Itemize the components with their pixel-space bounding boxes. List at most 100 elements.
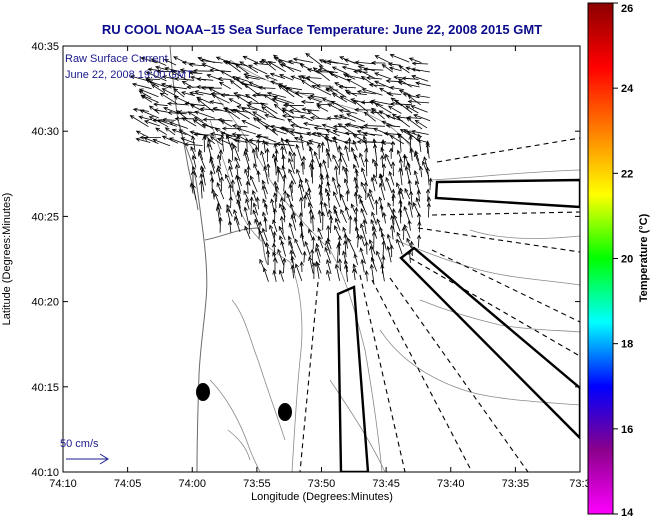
current-vector-head	[279, 74, 284, 78]
current-vector	[299, 183, 304, 199]
current-vector-head	[317, 209, 322, 215]
bathymetry-contour	[209, 119, 303, 472]
current-vector	[407, 162, 412, 176]
current-vector	[408, 201, 413, 218]
current-vector	[390, 87, 404, 90]
current-vector-head	[247, 100, 252, 106]
current-vector	[300, 233, 305, 248]
current-vector-head	[273, 157, 278, 162]
current-vector	[371, 257, 378, 272]
current-vector	[165, 67, 186, 74]
current-vector	[212, 189, 215, 200]
current-vector-head	[406, 161, 411, 167]
chart-title: RU COOL NOAA–15 Sea Surface Temperature:…	[102, 22, 542, 37]
current-vector	[319, 59, 332, 65]
current-vector-head	[320, 211, 325, 217]
current-vector	[383, 164, 385, 177]
current-vector	[394, 99, 413, 114]
annotation-current-time: June 22, 2008 19:00 GMT	[65, 69, 193, 81]
colorbar-label: Temperature (°C)	[638, 213, 650, 302]
current-vector-head	[326, 224, 331, 230]
current-vector	[352, 140, 358, 151]
current-vector-head	[381, 63, 387, 69]
current-vector-head	[281, 205, 287, 211]
current-vector-head	[220, 93, 226, 98]
current-vector-head	[244, 75, 250, 80]
current-vector	[258, 87, 276, 89]
current-vector	[144, 120, 160, 127]
current-vector-head	[385, 123, 391, 128]
current-vector-head	[263, 267, 267, 273]
current-vector-head	[200, 165, 205, 171]
x-tick-label: 73:3	[569, 478, 590, 490]
current-vector	[153, 139, 171, 147]
current-vector	[154, 109, 168, 113]
bathymetry-contour	[227, 429, 251, 461]
current-vector-head	[380, 146, 385, 152]
current-vector-head	[358, 194, 363, 200]
current-vector	[260, 102, 278, 114]
current-vector-head	[308, 256, 313, 261]
scale-label: 50 cm/s	[60, 438, 99, 450]
current-vector-head	[318, 59, 324, 64]
current-vector-head	[189, 91, 194, 96]
current-vector-head	[321, 123, 327, 128]
current-vector-head	[385, 176, 390, 182]
current-vector	[194, 91, 212, 96]
current-vector	[293, 58, 314, 63]
current-vector-head	[209, 136, 215, 141]
current-vector	[353, 268, 356, 281]
current-vector	[155, 66, 169, 71]
current-vector	[363, 219, 367, 234]
current-vector	[337, 244, 339, 263]
colorbar-ticks: 26 24 22 20 18 16 14	[613, 2, 634, 518]
current-vector-head	[232, 75, 237, 81]
current-vector	[273, 270, 277, 282]
current-vector-head	[343, 259, 348, 265]
current-vector	[291, 75, 304, 81]
current-vector-head	[198, 151, 202, 157]
current-vector	[308, 202, 314, 217]
current-vector-head	[237, 175, 242, 181]
current-vector-head	[215, 205, 220, 211]
current-vector-head	[331, 66, 337, 71]
current-vector	[404, 188, 411, 200]
current-vector-head	[281, 109, 287, 114]
colorbar-tick-label: 22	[621, 168, 633, 180]
current-vector-head	[317, 227, 322, 233]
current-vector-head	[187, 111, 193, 116]
current-vector	[140, 109, 159, 119]
current-vector-head	[334, 225, 338, 230]
current-vector-head	[416, 234, 422, 240]
current-vector	[390, 103, 412, 106]
current-vector-head	[371, 211, 376, 217]
current-vector-head	[334, 82, 339, 87]
current-vector	[286, 139, 293, 153]
current-vector	[182, 117, 197, 127]
current-vector	[229, 221, 232, 233]
current-vector-head	[257, 220, 263, 226]
x-tick-label: 74:10	[49, 478, 77, 490]
current-vector-head	[289, 202, 294, 208]
current-vector	[176, 110, 188, 120]
current-vector	[413, 114, 431, 122]
current-vector	[334, 225, 341, 239]
current-vector-head	[306, 131, 311, 136]
current-vector-head	[373, 127, 378, 132]
current-vector-head	[371, 60, 376, 65]
current-vector-head	[263, 165, 268, 171]
current-vector	[236, 127, 257, 135]
current-vector-head	[161, 135, 167, 140]
current-vector	[224, 107, 241, 120]
current-vector-head	[425, 140, 430, 145]
current-vector-head	[288, 240, 293, 246]
current-vector	[392, 194, 395, 207]
current-vector	[221, 135, 224, 152]
current-vector	[172, 129, 187, 135]
current-vector	[192, 166, 198, 178]
current-vector-head	[288, 150, 293, 156]
current-vector-head	[413, 114, 418, 118]
current-vector-head	[209, 169, 214, 175]
current-vector	[388, 105, 402, 114]
current-vector-head	[387, 105, 393, 110]
